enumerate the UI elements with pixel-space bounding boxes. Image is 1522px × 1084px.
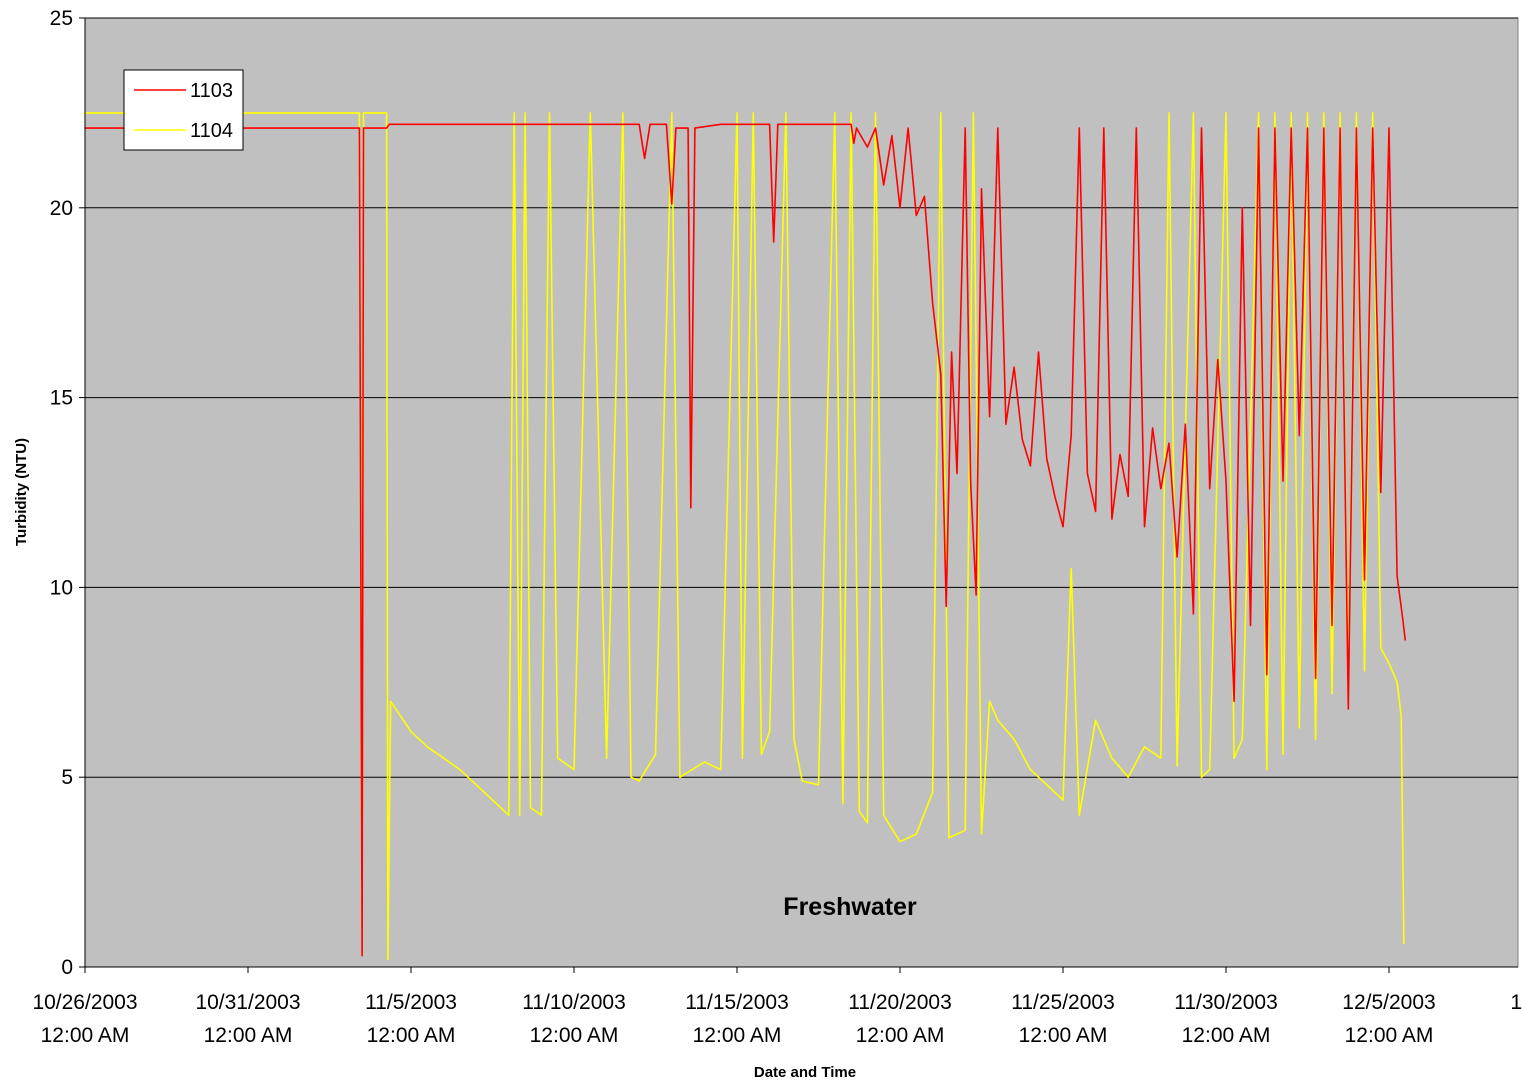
x-tick-label-date: 10/31/2003	[195, 991, 300, 1014]
x-tick-label-date: 10/26/2003	[32, 991, 137, 1014]
x-ticks: 10/26/2003 12:00 AM 10/31/2003 12:00 AM 11/5…	[32, 967, 1522, 1047]
y-tick-label: 0	[61, 956, 73, 979]
y-tick-label: 20	[50, 197, 73, 220]
x-tick-label-date: 1	[1510, 991, 1522, 1014]
y-tick-label: 10	[50, 576, 73, 599]
series-layer	[85, 112, 1407, 961]
legend-box	[123, 69, 244, 151]
x-tick-label-date: 11/15/2003	[685, 991, 789, 1014]
legend-label-1104: 1104	[190, 120, 233, 142]
y-tick-label: 25	[50, 7, 73, 30]
y-tick-label: 15	[50, 387, 73, 410]
y-ticks: 0 5 10 15 20 25	[50, 7, 85, 979]
freshwater-annotation: Freshwater	[783, 893, 917, 921]
series-line-1104	[85, 112, 1405, 961]
x-tick-label-time: 12:00 AM	[367, 1024, 456, 1047]
x-tick-label-time: 12:00 AM	[530, 1024, 619, 1047]
legend-label-1103: 1103	[190, 80, 233, 102]
legend: 1103 1104	[123, 69, 244, 151]
x-tick-label-time: 12:00 AM	[41, 1024, 130, 1047]
x-tick-label-date: 11/10/2003	[522, 991, 626, 1014]
y-axis-title: Turbidity (NTU)	[13, 438, 30, 546]
gridlines	[85, 17, 1518, 778]
x-tick-label-date: 11/20/2003	[848, 991, 952, 1014]
x-tick-label-date: 11/25/2003	[1011, 991, 1115, 1014]
x-tick-label-time: 12:00 AM	[1019, 1024, 1108, 1047]
x-tick-label-time: 12:00 AM	[856, 1024, 945, 1047]
y-tick-label: 5	[61, 766, 73, 789]
x-tick-label-date: 11/5/2003	[365, 991, 457, 1014]
x-tick-label-date: 11/30/2003	[1174, 991, 1278, 1014]
x-tick-label-time: 12:00 AM	[693, 1024, 782, 1047]
series-line-1103	[85, 123, 1407, 957]
x-axis-title: Date and Time	[754, 1064, 856, 1081]
x-tick-label-date: 12/5/2003	[1342, 991, 1435, 1014]
x-tick-label-time: 12:00 AM	[1182, 1024, 1271, 1047]
x-tick-label-time: 12:00 AM	[1345, 1024, 1434, 1047]
axes	[84, 18, 1518, 968]
x-tick-label-time: 12:00 AM	[204, 1024, 293, 1047]
